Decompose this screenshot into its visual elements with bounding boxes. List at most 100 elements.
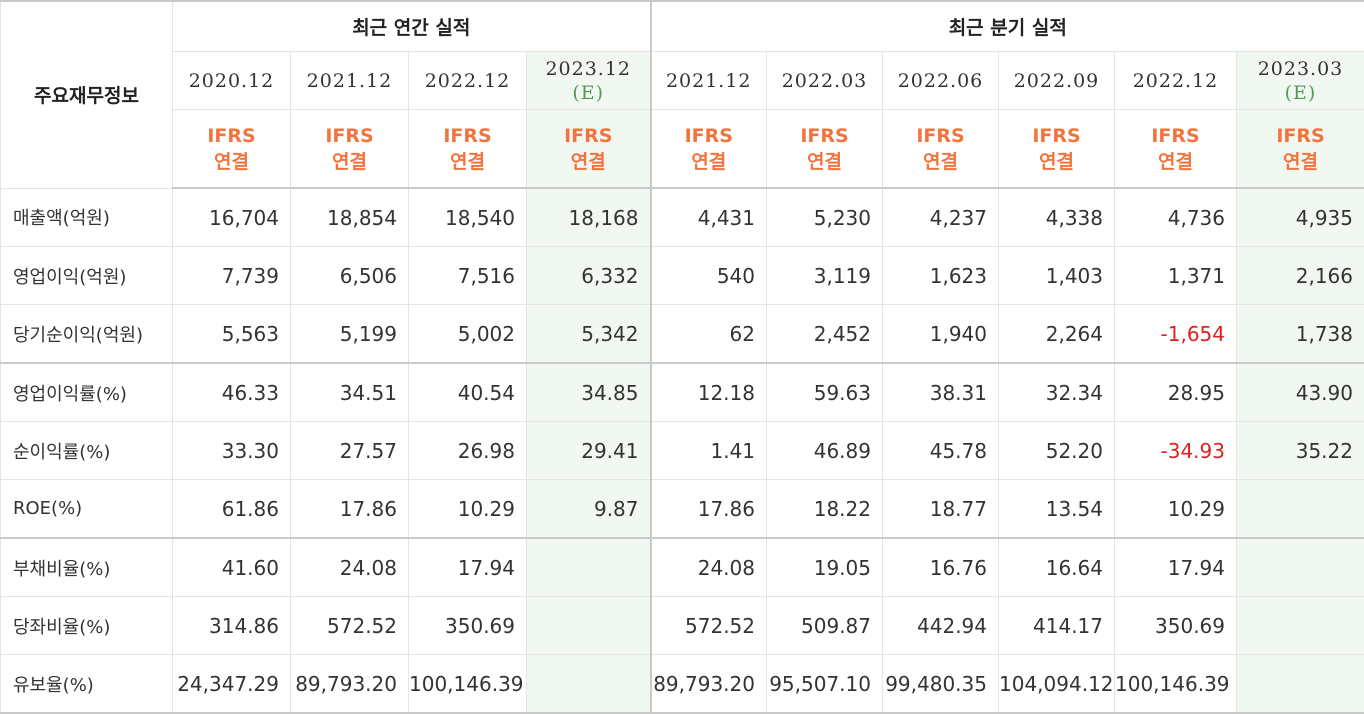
row-label: 매출액(억원) [0,187,173,247]
table-cell: 35.22 [1236,421,1364,480]
period-header: 2022.03 [766,51,883,110]
period-header: 2023.03 (E) [1236,51,1364,110]
table-cell: 17.94 [408,537,527,597]
table-cell: 18,540 [408,187,527,247]
row-label: 부채비율(%) [0,537,173,597]
table-cell [1236,596,1364,655]
row-label: 순이익률(%) [0,421,173,480]
table-cell: 1,623 [882,246,999,305]
table-cell: 2,264 [998,304,1115,364]
period-label: 2021.12 [306,69,393,92]
consolidated-label: 연결 [807,150,842,173]
table-cell: 572.52 [290,596,409,655]
consolidated-label: 연결 [923,150,958,173]
consolidated-label: 연결 [214,150,249,173]
table-cell: 38.31 [882,362,999,422]
estimate-marker: (E) [1284,81,1317,104]
table-cell: 100,146.39 [1114,654,1237,714]
table-cell: 16,704 [172,187,291,247]
period-label: 2023.12 [545,57,632,80]
consolidated-label: 연결 [332,150,367,173]
table-cell: 29.41 [526,421,651,480]
table-cell [1236,537,1364,597]
table-row: 영업이익률(%) 46.33 34.51 40.54 34.85 12.18 59.63 38… [0,362,1364,422]
table-row: 당좌비율(%) 314.86 572.52 350.69 572.52 509.87 442… [0,596,1364,655]
table-cell: 10.29 [1114,479,1237,539]
period-label: 2020.12 [188,69,275,92]
consolidated-label: 연결 [1039,150,1074,173]
ifrs-header: IFRS 연결 [290,109,409,189]
table-row: 부채비율(%) 41.60 24.08 17.94 24.08 19.05 16.76 16.… [0,537,1364,597]
table-cell: 27.57 [290,421,409,480]
table-cell: 24,347.29 [172,654,291,714]
ifrs-header: IFRS 연결 [766,109,883,189]
period-header: 2021.12 [649,51,767,110]
table-cell: 24.08 [290,537,409,597]
table-cell: 62 [649,304,767,364]
row-label: 영업이익(억원) [0,246,173,305]
table-cell: 1,940 [882,304,999,364]
table-cell: 1,371 [1114,246,1237,305]
table-cell: 1,738 [1236,304,1364,364]
period-header: 2021.12 [290,51,409,110]
ifrs-header: IFRS 연결 [1114,109,1237,189]
table-cell: 5,002 [408,304,527,364]
consolidated-label: 연결 [1158,150,1193,173]
table-cell: 17.86 [290,479,409,539]
table-row: ROE(%) 61.86 17.86 10.29 9.87 17.86 18.22 18.77… [0,479,1364,539]
table-cell: 5,563 [172,304,291,364]
period-label: 2021.12 [665,69,752,92]
table-cell: 104,094.12 [998,654,1115,714]
table-cell: 43.90 [1236,362,1364,422]
table-cell: 509.87 [766,596,883,655]
period-label: 2022.03 [781,69,868,92]
table-cell: 4,431 [649,187,767,247]
table-cell: 6,332 [526,246,651,305]
row-label: 유보율(%) [0,654,173,714]
ifrs-header: IFRS 연결 [998,109,1115,189]
table-cell: 2,452 [766,304,883,364]
ifrs-label: IFRS [1032,124,1081,147]
table-cell: -1,654 [1114,304,1237,364]
quarterly-results-header: 최근 분기 실적 [649,0,1364,52]
annual-results-header: 최근 연간 실적 [172,0,651,52]
table-cell: 34.85 [526,362,651,422]
table-row: 영업이익(억원) 7,739 6,506 7,516 6,332 540 3,119 1,62… [0,246,1364,305]
table-cell: 52.20 [998,421,1115,480]
period-label: 2023.03 [1257,57,1344,80]
table-cell: -34.93 [1114,421,1237,480]
table-row: 순이익률(%) 33.30 27.57 26.98 29.41 1.41 46.89 45.7… [0,421,1364,480]
ifrs-label: IFRS [1151,124,1200,147]
table-cell: 45.78 [882,421,999,480]
table-cell: 18.22 [766,479,883,539]
table-cell: 1,403 [998,246,1115,305]
table-cell: 46.33 [172,362,291,422]
row-label: 당좌비율(%) [0,596,173,655]
ifrs-header: IFRS 연결 [408,109,527,189]
period-header: 2022.06 [882,51,999,110]
table-cell: 100,146.39 [408,654,527,714]
table-cell: 99,480.35 [882,654,999,714]
table-cell: 3,119 [766,246,883,305]
table-row: 유보율(%) 24,347.29 89,793.20 100,146.39 89,793… [0,654,1364,714]
table-cell: 540 [649,246,767,305]
table-cell: 18.77 [882,479,999,539]
table-cell: 6,506 [290,246,409,305]
period-label: 2022.12 [1132,69,1219,92]
period-header: 2023.12 (E) [526,51,651,110]
table-cell: 5,199 [290,304,409,364]
table-cell: 4,237 [882,187,999,247]
ifrs-label: IFRS [916,124,965,147]
consolidated-label: 연결 [1283,150,1318,173]
estimate-marker: (E) [572,81,605,104]
table-cell: 33.30 [172,421,291,480]
table-cell: 5,230 [766,187,883,247]
table-cell: 13.54 [998,479,1115,539]
table-cell: 95,507.10 [766,654,883,714]
ifrs-label: IFRS [1276,124,1325,147]
table-row: 매출액(억원) 16,704 18,854 18,540 18,168 4,431 5,23… [0,187,1364,247]
table-cell: 26.98 [408,421,527,480]
period-header: 2022.09 [998,51,1115,110]
table-cell: 1.41 [649,421,767,480]
